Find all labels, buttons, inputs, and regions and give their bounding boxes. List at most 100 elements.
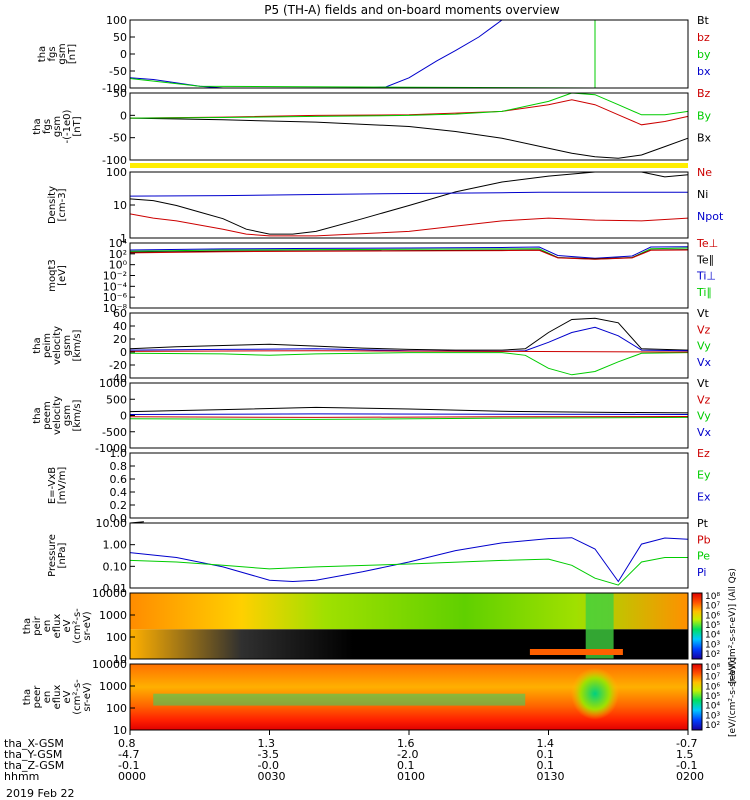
series-Ni	[129, 171, 689, 235]
colorbar	[691, 592, 703, 660]
y-tick-label: 0	[120, 48, 127, 61]
panel-frame	[129, 592, 689, 660]
series-Pe	[129, 557, 688, 586]
y-axis-label: [mV/m]	[57, 467, 68, 505]
series-Bz	[129, 99, 689, 126]
colorbar-tick-label: 10⁸	[705, 663, 720, 673]
colorbar-tick-label: 10⁷	[705, 673, 720, 683]
panel-frame	[129, 242, 689, 309]
x-tick-Z: -0.0	[258, 759, 279, 772]
panel-frame	[129, 522, 689, 589]
legend-Pe: Pe	[697, 550, 710, 563]
x-row-label: hhmm	[4, 770, 39, 783]
y-axis-label: velocity	[52, 326, 63, 365]
y-tick-label: 0	[120, 109, 127, 122]
panel-3: 100 10 1 Density [cm-3] Ne Ni Npot	[47, 166, 724, 245]
legend-by: by	[697, 48, 711, 61]
colorbar-tick-label: 10²	[705, 721, 720, 731]
y-axis-label: [nPa]	[57, 542, 68, 568]
colorbar-tick-label: 10⁴	[705, 631, 720, 641]
y-tick-label: 10⁻⁶	[103, 291, 128, 304]
y-tick-label: 0	[120, 410, 127, 423]
y-axis-label: tha	[32, 118, 43, 134]
legend-Te∥: Te∥	[696, 253, 714, 266]
y-axis-label: [nT]	[67, 44, 78, 64]
y-axis-label: (cm²-s-	[72, 679, 83, 715]
y-axis-label: (cm²-s-	[72, 608, 83, 644]
series-Bx	[129, 117, 689, 159]
y-axis-label: gsm	[52, 116, 63, 137]
y-tick-label: 10⁻⁴	[103, 280, 128, 293]
x-tick-X: 1.6	[397, 737, 415, 750]
x-tick-X: -0.7	[676, 737, 697, 750]
y-tick-label: 50	[113, 31, 127, 44]
series-bx	[129, 19, 656, 89]
quality-flag-bar	[130, 163, 688, 168]
legend-Ti∥: Ti∥	[696, 286, 712, 299]
y-tick-label: 60	[113, 307, 127, 320]
y-tick-label: 100	[106, 631, 127, 644]
legend-Ne: Ne	[697, 166, 712, 179]
series-Pi	[129, 537, 689, 583]
legend-Vz: Vz	[697, 323, 711, 336]
y-tick-label: 1.00	[103, 539, 128, 552]
y-tick-label: -40	[109, 372, 127, 385]
legend-Ti⊥: Ti⊥	[696, 270, 716, 283]
y-axis-label: moqt3	[47, 259, 58, 292]
y-axis-label: velocity	[52, 396, 63, 435]
y-axis-label: peem	[42, 401, 53, 429]
colorbar-tick-label: 10⁵	[705, 621, 720, 631]
y-axis-label: Density	[47, 186, 58, 224]
y-axis-label: [km/s]	[72, 329, 83, 361]
y-axis-label: tha	[37, 46, 48, 62]
y-axis-label: E=-VxB	[47, 467, 58, 504]
y-tick-label: 10	[113, 724, 127, 737]
series-Te⊥	[129, 249, 689, 260]
y-tick-label: 100	[106, 14, 127, 27]
y-axis-label: tha	[32, 337, 43, 353]
x-tick-Y: 0.1	[537, 748, 555, 761]
legend-bx: bx	[697, 65, 711, 78]
y-tick-label: 100	[106, 166, 127, 179]
colorbar-label: [eV/(cm²-s-sr-eV)] (All Qs)	[728, 568, 738, 684]
colorbar-tick-label: 10⁶	[705, 682, 720, 692]
y-axis-label: peer	[32, 685, 43, 709]
y-tick-label: -500	[102, 426, 127, 439]
y-axis-label: tha	[32, 407, 43, 423]
panel-frame	[129, 452, 689, 519]
y-tick-label: 10000	[92, 658, 127, 671]
legend-Vt: Vt	[697, 377, 710, 390]
colorbar-label: [eV/(cm²-s-sr-eV)]	[728, 657, 738, 737]
y-tick-label: 0.4	[110, 486, 128, 499]
y-axis-label: gsm	[57, 43, 68, 64]
x-row-label: tha_X-GSM	[4, 737, 64, 750]
x-tick-Y: -3.5	[258, 748, 279, 761]
y-tick-label: 10²	[109, 248, 127, 261]
panel-frame	[129, 92, 689, 161]
legend-Npot: Npot	[697, 210, 724, 223]
legend-Ez: Ez	[697, 447, 710, 460]
y-axis-label: en	[42, 620, 53, 633]
y-tick-label: -50	[109, 132, 127, 145]
y-tick-label: -20	[109, 359, 127, 372]
y-axis-label: gsm	[62, 335, 73, 356]
colorbar-tick-label: 10³	[705, 711, 720, 721]
x-row-label: tha_Y-GSM	[4, 748, 62, 761]
y-tick-label: 0.10	[103, 560, 128, 573]
y-axis-label: -(-1e0)	[62, 109, 73, 143]
x-tick-Z: 0.1	[537, 759, 555, 772]
colorbar-tick-label: 10⁸	[705, 592, 720, 602]
legend-Bx: Bx	[697, 132, 712, 145]
panel-1: 100 50 0 -50 -100 tha fgs gsm [nT] Bt bz by bx	[37, 14, 711, 95]
panel-frame	[129, 312, 689, 379]
y-tick-label: 1000	[99, 680, 127, 693]
x-tick-X: 1.3	[258, 737, 276, 750]
date-label: 2019 Feb 22	[6, 787, 74, 800]
y-axis-label: eV	[62, 690, 73, 703]
panel-10: 10000 1000 100 10 tha peer en eflux eV (cm²-s-sr-…	[22, 657, 738, 737]
x-tick-Y: -2.0	[397, 748, 418, 761]
y-axis-label: gsm	[62, 405, 73, 426]
y-tick-label: 10000	[92, 587, 127, 600]
